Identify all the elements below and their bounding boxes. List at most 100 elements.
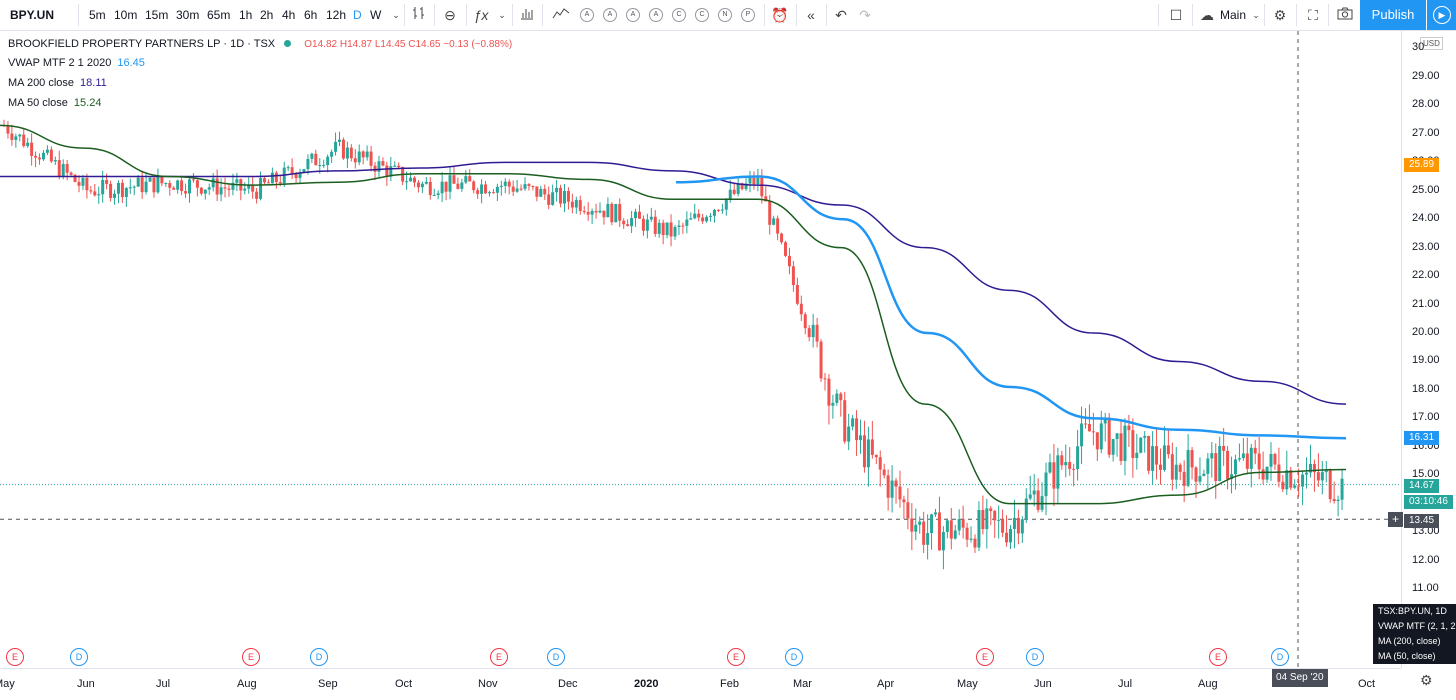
earnings-event-icon[interactable]: E (490, 648, 508, 666)
indicator-n-circle[interactable]: N (718, 8, 732, 22)
fullscreen-icon[interactable]: ⛶ (1308, 7, 1318, 23)
indicator-a-circle[interactable]: A (603, 8, 617, 22)
crosshair-plus-icon[interactable]: + (1388, 512, 1403, 527)
interval-6h[interactable]: 6h (304, 8, 318, 22)
candle-down (961, 519, 965, 528)
earnings-event-icon[interactable]: E (727, 648, 745, 666)
compare-icon[interactable] (518, 0, 536, 30)
currency-label[interactable]: USD (1420, 37, 1443, 50)
candle-up (847, 426, 851, 442)
candle-down (227, 188, 231, 190)
interval-w[interactable]: W (370, 8, 382, 22)
candle-down (428, 181, 432, 196)
snapshot-icon[interactable] (1334, 0, 1356, 30)
candle-up (693, 213, 697, 219)
candle-up (1048, 462, 1052, 473)
layout-name[interactable]: Main (1220, 8, 1247, 22)
candle-up (318, 165, 322, 167)
replay-icon[interactable]: « (807, 7, 815, 23)
candle-up (97, 194, 101, 196)
fx-icon[interactable]: ƒx (473, 7, 489, 23)
indicator-c-circle[interactable]: C (695, 8, 709, 22)
interval-1h[interactable]: 1h (239, 8, 253, 22)
interval-10m[interactable]: 10m (114, 8, 138, 22)
candle-down (34, 155, 38, 158)
candle-down (1289, 470, 1293, 488)
candle-up (1143, 435, 1147, 438)
interval-12h[interactable]: 12h (326, 8, 347, 22)
price-chart[interactable] (0, 31, 1401, 668)
dividend-event-icon[interactable]: D (1026, 648, 1044, 666)
chart-settings-gear-icon[interactable]: ⚙ (1420, 672, 1433, 688)
legend-main: BROOKFIELD PROPERTY PARTNERS LP · 1D · T… (8, 38, 512, 50)
ma200-line (0, 161, 1347, 405)
earnings-event-icon[interactable]: E (242, 648, 260, 666)
legend-ma50[interactable]: MA 50 close 15.24 (8, 97, 101, 109)
candle-down (172, 187, 176, 190)
interval-65m[interactable]: 65m (207, 8, 231, 22)
indicator-p-circle[interactable]: P (741, 8, 755, 22)
time-axis[interactable]: May Jun Jul Aug Sep Oct Nov Dec 2020 Feb… (0, 668, 1401, 700)
dividend-event-icon[interactable]: D (70, 648, 88, 666)
cloud-icon[interactable]: ☁ (1200, 7, 1214, 23)
price-tick: 29.00 (1412, 70, 1440, 82)
candle-down (1194, 467, 1198, 482)
legend-title[interactable]: BROOKFIELD PROPERTY PARTNERS LP · 1D · T… (8, 38, 276, 50)
candle-up (389, 166, 393, 177)
candle-down (1273, 453, 1277, 465)
redo-icon[interactable]: ↷ (859, 7, 871, 23)
dividend-event-icon[interactable]: D (785, 648, 803, 666)
chevron-down-icon[interactable]: ⌄ (1252, 10, 1260, 20)
candle-down (1068, 462, 1072, 469)
symbol-search[interactable]: BPY.UN (10, 8, 55, 22)
bar-style-icon[interactable] (410, 0, 428, 30)
candle-down (361, 151, 365, 158)
candle-up (562, 190, 566, 204)
indicator-a-circle[interactable]: A (626, 8, 640, 22)
legend-ma200[interactable]: MA 200 close 18.11 (8, 77, 107, 89)
chevron-down-icon[interactable]: ⌄ (498, 10, 506, 20)
publish-button[interactable]: Publish (1360, 0, 1426, 30)
candle-down (898, 486, 902, 500)
candle-down (874, 454, 878, 458)
candle-down (195, 180, 199, 188)
dividend-event-icon[interactable]: D (310, 648, 328, 666)
candle-down (456, 183, 460, 189)
candle-up (665, 222, 669, 236)
publish-options-button[interactable]: ▶ (1427, 0, 1456, 30)
candle-down (255, 191, 259, 199)
indicator-c-circle[interactable]: C (672, 8, 686, 22)
candle-up (914, 524, 918, 532)
indicator-a-circle[interactable]: A (649, 8, 663, 22)
legend-vwap[interactable]: VWAP MTF 2 1 2020 16.45 (8, 57, 145, 69)
interval-5m[interactable]: 5m (89, 8, 106, 22)
interval-30m[interactable]: 30m (176, 8, 200, 22)
candle-up (969, 538, 973, 540)
settings-icon[interactable]: ⚙ (1273, 7, 1287, 23)
candle-down (870, 439, 874, 455)
interval-4h[interactable]: 4h (282, 8, 296, 22)
crosshair-price-tag: 13.45 (1404, 514, 1440, 528)
earnings-event-icon[interactable]: E (6, 648, 24, 666)
candle-up (116, 182, 120, 194)
interval-2h[interactable]: 2h (260, 8, 274, 22)
indicator-a-circle[interactable]: A (580, 8, 594, 22)
interval-d-active[interactable]: D (353, 8, 362, 22)
templates-icon[interactable] (550, 0, 572, 30)
candle-down (109, 183, 113, 198)
dividend-event-icon[interactable]: D (547, 648, 565, 666)
interval-15m[interactable]: 15m (145, 8, 169, 22)
candle-up (148, 177, 152, 182)
earnings-event-icon[interactable]: E (976, 648, 994, 666)
earnings-event-icon[interactable]: E (1209, 648, 1227, 666)
price-axis[interactable]: USD 30 29.0028.0027.0026.0025.0024.0023.… (1401, 31, 1456, 668)
chevron-down-icon[interactable]: ⌄ (392, 10, 400, 20)
candle-up (26, 142, 30, 147)
candle-up (1135, 452, 1139, 459)
layout-icon[interactable]: ☐ (1169, 7, 1183, 23)
undo-icon[interactable]: ↶ (835, 7, 847, 23)
indicators-icon[interactable]: ⊖ (444, 7, 456, 23)
candle-down (1312, 464, 1316, 473)
alert-icon[interactable]: ⏰ (771, 7, 789, 23)
dividend-event-icon[interactable]: D (1271, 648, 1289, 666)
